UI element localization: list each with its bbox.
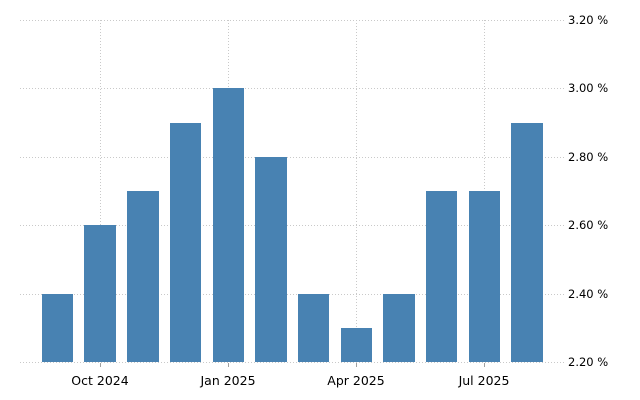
y-axis-tick-label: 2.20 % bbox=[568, 355, 609, 369]
x-axis-tick-label: Oct 2024 bbox=[71, 373, 129, 388]
bar bbox=[383, 293, 415, 362]
bar bbox=[425, 191, 458, 362]
x-axis-tick bbox=[100, 363, 101, 367]
bar bbox=[127, 191, 159, 362]
x-axis-tick bbox=[484, 363, 485, 367]
bar bbox=[511, 122, 543, 362]
x-axis-tick-label: Apr 2025 bbox=[327, 373, 385, 388]
y-axis-tick-label: 2.80 % bbox=[568, 150, 609, 164]
bar bbox=[297, 293, 330, 362]
y-gridline bbox=[20, 157, 565, 158]
x-axis-tick-label: Jan 2025 bbox=[200, 373, 256, 388]
x-axis-tick bbox=[356, 363, 357, 367]
y-gridline bbox=[20, 294, 565, 295]
y-gridline bbox=[20, 20, 565, 21]
bar bbox=[169, 122, 202, 362]
bar bbox=[84, 225, 116, 362]
x-axis-tick bbox=[228, 363, 229, 367]
bar bbox=[212, 88, 244, 362]
bar bbox=[41, 293, 74, 362]
bar bbox=[255, 156, 287, 362]
x-gridline bbox=[356, 20, 357, 362]
y-axis-tick-label: 2.40 % bbox=[568, 287, 609, 301]
x-axis-tick-label: Jul 2025 bbox=[458, 373, 510, 388]
bar bbox=[340, 327, 372, 362]
x-gridline bbox=[100, 20, 101, 362]
y-axis-tick-label: 3.20 % bbox=[568, 13, 609, 27]
y-axis-tick-label: 3.00 % bbox=[568, 81, 609, 95]
y-gridline bbox=[20, 225, 565, 226]
bar bbox=[468, 191, 501, 362]
y-axis-tick-label: 2.60 % bbox=[568, 218, 609, 232]
y-gridline bbox=[20, 88, 565, 89]
y-gridline bbox=[20, 362, 565, 363]
